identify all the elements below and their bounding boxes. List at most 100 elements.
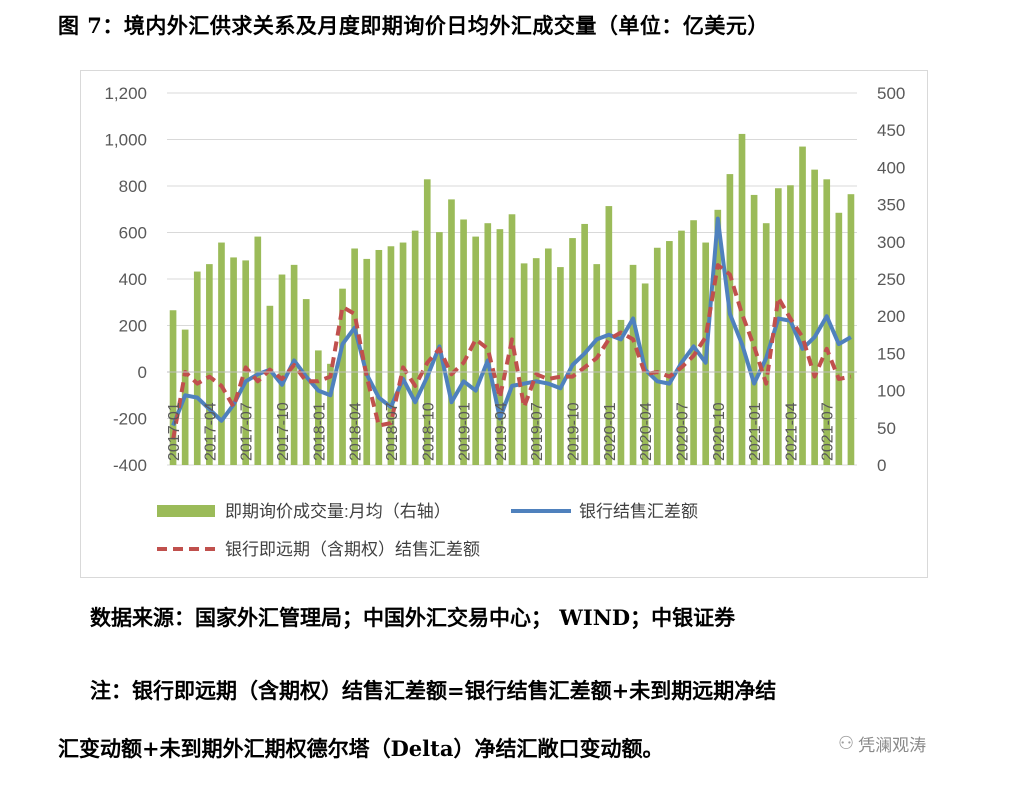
bar bbox=[666, 241, 673, 465]
bar bbox=[641, 283, 649, 465]
bar bbox=[399, 242, 407, 465]
bar bbox=[653, 247, 661, 465]
left-tick-label: 0 bbox=[138, 363, 147, 382]
right-tick-label: 500 bbox=[877, 84, 905, 103]
bar bbox=[254, 236, 262, 465]
bar bbox=[750, 194, 758, 465]
bar bbox=[593, 264, 601, 465]
left-tick-label: -400 bbox=[113, 456, 147, 475]
bar bbox=[193, 271, 201, 465]
left-tick-label: 400 bbox=[119, 270, 147, 289]
bar bbox=[206, 264, 213, 465]
right-tick-label: 300 bbox=[877, 233, 905, 252]
bar bbox=[460, 219, 467, 465]
x-tick-label: 2017-07 bbox=[239, 402, 256, 461]
bar bbox=[484, 223, 492, 465]
x-tick-label: 2017-10 bbox=[275, 402, 292, 461]
watermark: ⚇ 凭澜观涛 bbox=[838, 731, 926, 756]
x-tick-label: 2020-04 bbox=[638, 402, 655, 461]
bar bbox=[799, 146, 806, 465]
x-tick-label: 2020-01 bbox=[602, 402, 619, 461]
legend-swatch-bar bbox=[157, 505, 215, 517]
legend-label: 即期询价成交量:月均（右轴） bbox=[225, 502, 451, 521]
x-tick-label: 2021-07 bbox=[820, 402, 837, 461]
bar bbox=[302, 299, 310, 465]
bar bbox=[617, 319, 625, 465]
x-tick-label: 2019-04 bbox=[493, 402, 510, 461]
footnote-line-1: 注：银行即远期（含期权）结售汇差额=银行结售汇差额+未到期远期净结 bbox=[90, 678, 777, 703]
x-tick-label: 2020-10 bbox=[711, 402, 728, 461]
bar bbox=[544, 248, 552, 465]
bar bbox=[363, 258, 371, 465]
balance-line bbox=[171, 216, 852, 427]
bar bbox=[266, 305, 274, 465]
bar bbox=[423, 179, 431, 465]
bar bbox=[726, 174, 734, 465]
left-tick-label: 800 bbox=[119, 177, 147, 196]
legend-label: 银行结售汇差额 bbox=[579, 502, 698, 521]
bar bbox=[339, 288, 346, 465]
bar bbox=[169, 310, 177, 465]
x-tick-label: 2019-10 bbox=[566, 402, 583, 461]
right-tick-label: 100 bbox=[877, 382, 905, 401]
right-tick-label: 250 bbox=[877, 270, 905, 289]
x-tick-label: 2017-01 bbox=[166, 402, 183, 461]
bar bbox=[847, 194, 855, 465]
chart-container: -400 -200 0 200 400 600 800 1,000 1,200 0 50 100 150… bbox=[80, 70, 928, 578]
bar bbox=[351, 248, 358, 465]
bar bbox=[532, 258, 540, 465]
bar bbox=[314, 350, 322, 465]
bar bbox=[738, 133, 746, 466]
x-tick-label: 2019-01 bbox=[457, 402, 474, 461]
right-tick-label: 200 bbox=[877, 307, 905, 326]
left-tick-label: 1,000 bbox=[104, 131, 147, 150]
legend-label: 银行即远期（含期权）结售汇差额 bbox=[225, 540, 480, 559]
x-tick-label: 2018-04 bbox=[348, 402, 365, 461]
bar bbox=[387, 246, 395, 465]
bar bbox=[520, 263, 528, 465]
right-tick-label: 150 bbox=[877, 344, 905, 363]
bar bbox=[823, 179, 831, 465]
bar bbox=[375, 249, 383, 465]
source-note: 数据来源：国家外汇管理局；中国外汇交易中心； WIND；中银证券 bbox=[90, 605, 736, 630]
right-tick-label: 450 bbox=[877, 121, 905, 140]
bar bbox=[411, 230, 419, 465]
x-tick-label: 2019-07 bbox=[529, 402, 546, 461]
bar bbox=[762, 223, 770, 465]
bar bbox=[774, 188, 782, 465]
forward-balance-line bbox=[171, 263, 852, 440]
bar bbox=[835, 212, 843, 465]
right-tick-label: 350 bbox=[877, 196, 905, 215]
bar bbox=[472, 236, 480, 465]
bar bbox=[690, 220, 697, 465]
right-tick-label: 50 bbox=[877, 419, 896, 438]
left-tick-label: -200 bbox=[113, 410, 147, 429]
left-tick-label: 200 bbox=[119, 317, 147, 336]
axes: -400 -200 0 200 400 600 800 1,000 1,200 0 50 100 150… bbox=[104, 84, 905, 475]
bar bbox=[278, 274, 286, 465]
right-tick-label: 0 bbox=[877, 456, 886, 475]
bar bbox=[629, 264, 637, 465]
footnote-line-2: 汇变动额+未到期外汇期权德尔塔（Delta）净结汇敞口变动额。 bbox=[58, 736, 664, 761]
line-series bbox=[171, 216, 852, 440]
bar bbox=[496, 229, 504, 465]
right-tick-label: 400 bbox=[877, 158, 905, 177]
bar bbox=[230, 257, 237, 465]
wechat-icon: ⚇ bbox=[838, 733, 855, 754]
x-tick-label: 2017-04 bbox=[202, 402, 219, 461]
x-tick-label: 2018-07 bbox=[384, 402, 401, 461]
bar bbox=[242, 260, 250, 465]
watermark-text: 凭澜观涛 bbox=[858, 736, 927, 756]
bar bbox=[811, 169, 818, 465]
x-tick-label: 2018-01 bbox=[311, 402, 328, 461]
bar bbox=[218, 242, 225, 465]
bar bbox=[678, 230, 685, 465]
x-tick-label: 2021-01 bbox=[747, 402, 764, 461]
x-tick-label: 2021-04 bbox=[783, 402, 800, 461]
left-tick-label: 600 bbox=[119, 224, 147, 243]
x-tick-label: 2018-10 bbox=[420, 402, 437, 461]
bar bbox=[569, 238, 576, 465]
combo-chart: -400 -200 0 200 400 600 800 1,000 1,200 0 50 100 150… bbox=[104, 84, 905, 559]
chart-title: 图 7：境内外汇供求关系及月度即期询价日均外汇成交量（单位：亿美元） bbox=[58, 13, 769, 38]
